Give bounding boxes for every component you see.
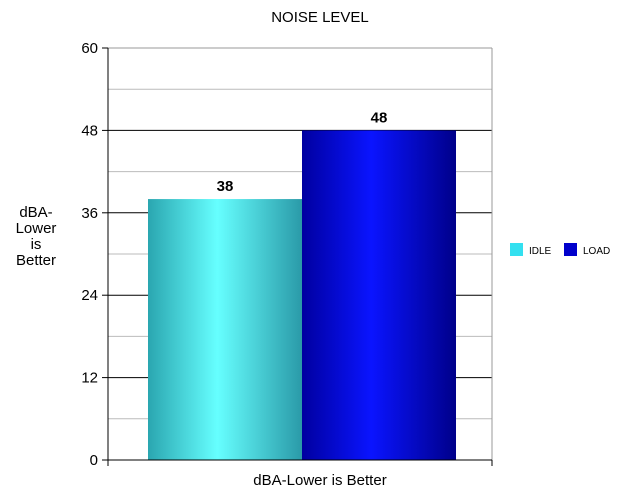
y-tick-label: 0: [90, 452, 98, 469]
data-label-idle: 38: [217, 178, 234, 195]
y-axis-label-line: Better: [16, 252, 56, 269]
x-axis-label: dBA-Lower is Better: [253, 472, 386, 489]
bar-idle: [148, 199, 302, 461]
bar-load: [302, 130, 456, 460]
y-tick-label: 48: [81, 122, 98, 139]
data-labels: 38 48: [217, 109, 388, 195]
axes: [102, 47, 493, 466]
legend-label-idle: IDLE: [529, 246, 552, 257]
chart-title: NOISE LEVEL: [271, 9, 369, 26]
y-tick-label: 12: [81, 370, 98, 387]
legend: IDLE LOAD: [510, 243, 610, 257]
legend-swatch-load: [564, 243, 577, 256]
y-tick-label: 60: [81, 40, 98, 57]
y-axis-label-line: dBA-: [19, 204, 52, 221]
data-label-load: 48: [371, 109, 388, 126]
bars: [148, 130, 456, 461]
legend-label-load: LOAD: [583, 246, 610, 257]
legend-swatch-idle: [510, 243, 523, 256]
y-axis-label: dBA-Lower is Better: [16, 204, 57, 269]
y-axis-label-line: is: [31, 236, 42, 253]
y-axis-label-line: Lower: [16, 220, 57, 237]
y-tick-label: 24: [81, 287, 98, 304]
y-tick-label: 36: [81, 205, 98, 222]
y-tick-labels: 0 12 24 36 48 60: [81, 40, 98, 469]
